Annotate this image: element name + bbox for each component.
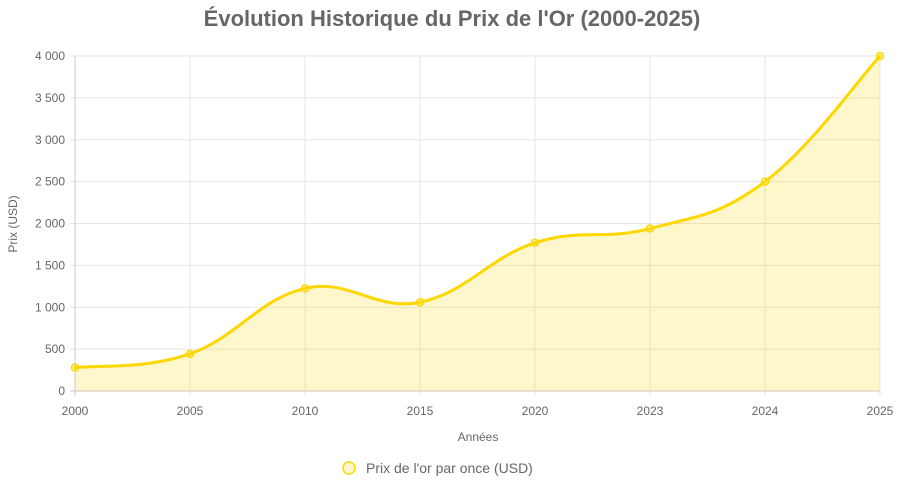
x-tick-label: 2023 <box>637 404 664 418</box>
y-tick-label: 3 000 <box>35 133 65 147</box>
x-tick-label: 2020 <box>522 404 549 418</box>
data-point[interactable] <box>530 238 540 248</box>
series-area <box>75 56 880 391</box>
y-axis-ticks: 0 500 1 000 1 500 2 000 2 500 3 000 3 500 4 000 <box>35 49 65 398</box>
y-tick-label: 1 500 <box>35 258 65 272</box>
x-tick-label: 2025 <box>867 404 894 418</box>
point-layer <box>70 51 885 372</box>
x-tick-label: 2024 <box>752 404 779 418</box>
data-point[interactable] <box>415 297 425 307</box>
area-layer <box>75 56 880 391</box>
data-point[interactable] <box>300 284 310 293</box>
y-tick-label: 4 000 <box>35 49 65 63</box>
x-tick-label: 2015 <box>407 404 434 418</box>
line-layer <box>73 54 882 370</box>
y-tick-label: 500 <box>45 342 65 356</box>
series-line <box>73 54 882 370</box>
y-tick-label: 2 500 <box>35 175 65 189</box>
y-tick-label: 2 000 <box>35 217 65 231</box>
x-axis-title: Années <box>458 430 499 444</box>
x-axis-ticks: 2000 2005 2010 2015 2020 2023 2024 2025 <box>62 404 894 418</box>
legend[interactable]: Prix de l'or par once (USD) <box>342 460 533 476</box>
x-tick-label: 2010 <box>292 404 319 418</box>
data-point[interactable] <box>185 349 195 359</box>
y-tick-label: 3 500 <box>35 91 65 105</box>
data-point[interactable] <box>875 51 885 61</box>
x-tick-label: 2005 <box>177 404 204 418</box>
x-tick-label: 2000 <box>62 404 89 418</box>
y-tick-label: 0 <box>58 384 65 398</box>
data-point[interactable] <box>760 177 770 186</box>
legend-marker <box>342 461 356 475</box>
chart-title: Évolution Historique du Prix de l'Or (20… <box>204 6 701 31</box>
legend-label: Prix de l'or par once (USD) <box>366 460 533 476</box>
y-tick-label: 1 000 <box>35 300 65 314</box>
data-point[interactable] <box>645 224 655 233</box>
data-point[interactable] <box>70 363 80 372</box>
grid-lines <box>70 55 881 396</box>
y-axis-title: Prix (USD) <box>6 195 20 252</box>
